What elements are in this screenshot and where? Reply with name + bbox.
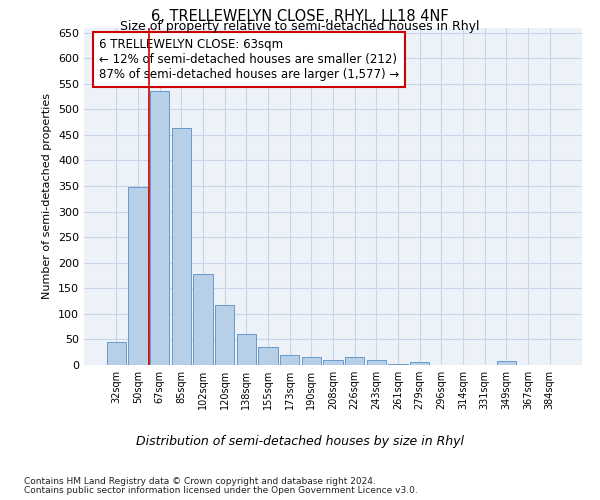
Bar <box>497 361 516 365</box>
Text: 6, TRELLEWELYN CLOSE, RHYL, LL18 4NF: 6, TRELLEWELYN CLOSE, RHYL, LL18 4NF <box>151 9 449 24</box>
Bar <box>215 304 235 365</box>
Text: Contains public sector information licensed under the Open Government Licence v3: Contains public sector information licen… <box>24 486 418 495</box>
Bar <box>345 358 364 365</box>
Bar <box>323 360 343 365</box>
Bar <box>107 342 126 365</box>
Text: Size of property relative to semi-detached houses in Rhyl: Size of property relative to semi-detach… <box>120 20 480 33</box>
Text: Contains HM Land Registry data © Crown copyright and database right 2024.: Contains HM Land Registry data © Crown c… <box>24 478 376 486</box>
Text: 6 TRELLEWELYN CLOSE: 63sqm
← 12% of semi-detached houses are smaller (212)
87% o: 6 TRELLEWELYN CLOSE: 63sqm ← 12% of semi… <box>99 38 399 80</box>
Bar <box>280 355 299 365</box>
Bar <box>236 334 256 365</box>
Bar <box>128 186 148 365</box>
Bar <box>302 357 321 365</box>
Bar <box>258 347 278 365</box>
Y-axis label: Number of semi-detached properties: Number of semi-detached properties <box>43 93 52 299</box>
Bar <box>193 274 213 365</box>
Text: Distribution of semi-detached houses by size in Rhyl: Distribution of semi-detached houses by … <box>136 435 464 448</box>
Bar <box>388 364 408 365</box>
Bar <box>367 360 386 365</box>
Bar <box>150 92 169 365</box>
Bar <box>410 362 430 365</box>
Bar <box>172 128 191 365</box>
